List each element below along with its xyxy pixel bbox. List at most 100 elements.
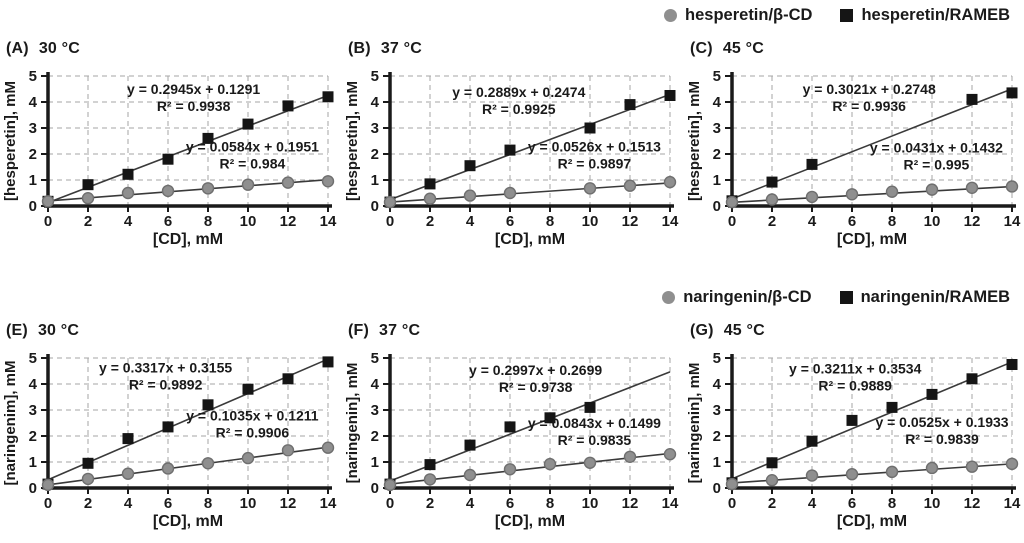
data-point-circle xyxy=(845,468,859,481)
data-point-circle xyxy=(383,195,397,209)
data-point-square xyxy=(322,356,334,368)
x-axis-title: [CD], mM xyxy=(495,231,565,248)
y-tick-label: 4 xyxy=(713,376,722,393)
x-tick-label: 2 xyxy=(426,495,434,512)
fit-equation: y = 0.2889x + 0.2474 xyxy=(452,84,585,100)
y-tick-label: 1 xyxy=(29,172,37,189)
trendline-rameb xyxy=(47,358,329,481)
trendline-bcd xyxy=(731,463,1013,484)
panel-temperature: 37 °C xyxy=(379,322,421,339)
x-tick-label: 8 xyxy=(546,495,554,512)
y-tick-label: 5 xyxy=(29,350,37,367)
x-tick-label: 6 xyxy=(506,495,514,512)
data-point-circle xyxy=(121,186,135,200)
data-point-circle xyxy=(201,182,215,195)
data-point-circle xyxy=(423,192,437,205)
panel-label: (F) xyxy=(348,322,370,339)
fit-r-squared: R² = 0.9738 xyxy=(499,379,573,395)
x-tick-label: 2 xyxy=(84,213,92,230)
y-tick-label: 2 xyxy=(29,428,37,445)
trendline-rameb xyxy=(389,93,671,201)
y-tick-label: 0 xyxy=(713,480,721,497)
chart-panel-A: (A) 30 °C 0 2 4 6 8 10 12 14 0 1 2 3 4 5 [CD], mM [hesper… xyxy=(2,40,338,253)
data-point-square xyxy=(664,90,676,101)
fit-equation: y = 0.3021x + 0.2748 xyxy=(803,81,936,97)
data-point-circle xyxy=(925,183,939,196)
y-tick-label: 5 xyxy=(713,68,721,85)
y-tick-label: 2 xyxy=(371,428,379,445)
y-tick-label: 1 xyxy=(713,172,721,189)
data-point-circle xyxy=(965,460,979,473)
fit-r-squared: R² = 0.9892 xyxy=(129,376,203,392)
data-point-circle xyxy=(321,441,335,454)
y-tick-label: 3 xyxy=(713,120,721,137)
legend-marker-square-icon xyxy=(840,9,854,22)
x-tick-label: 6 xyxy=(848,213,856,230)
legend-marker-square-icon xyxy=(839,291,853,304)
x-tick-label: 2 xyxy=(84,495,92,512)
data-point-circle xyxy=(201,457,215,470)
fit-equation: y = 0.0526x + 0.1513 xyxy=(528,138,661,154)
data-point-square xyxy=(766,457,778,469)
panel-temperature: 30 °C xyxy=(37,322,80,339)
data-point-square xyxy=(82,179,94,191)
fit-equation: y = 0.1035x + 0.1211 xyxy=(186,407,319,423)
data-point-square xyxy=(926,388,938,400)
data-point-circle xyxy=(81,191,95,205)
x-tick-label: 12 xyxy=(964,213,981,230)
data-point-square xyxy=(282,100,294,112)
x-tick-label: 12 xyxy=(964,495,981,512)
chart-panel-E: (E) 30 °C 0 2 4 6 8 10 12 14 0 1 2 3 4 5 [CD], mM [naring… xyxy=(2,322,338,535)
x-tick-label: 0 xyxy=(44,495,52,512)
data-point-circle xyxy=(1005,180,1019,193)
y-tick-label: 5 xyxy=(713,350,721,367)
legend-label: hesperetin/RAMEB xyxy=(861,6,1010,24)
x-tick-label: 0 xyxy=(728,495,736,512)
x-tick-label: 6 xyxy=(164,495,172,512)
y-tick-label: 2 xyxy=(713,428,721,445)
chart-panel-B: (B) 37 °C 0 2 4 6 8 10 12 14 0 1 2 3 4 5 [CD], mM [hesper… xyxy=(344,40,680,253)
legend-item: naringenin/RAMEB xyxy=(839,288,1010,307)
y-tick-label: 3 xyxy=(371,120,379,137)
x-tick-label: 10 xyxy=(924,495,941,512)
data-point-circle xyxy=(81,472,95,486)
data-point-circle xyxy=(965,181,979,195)
panel-temperature: 30 °C xyxy=(38,40,81,57)
x-tick-label: 4 xyxy=(808,495,817,512)
series-legend: naringenin/β-CD naringenin/RAMEB xyxy=(662,288,1010,307)
data-point-square xyxy=(1006,359,1018,370)
data-point-square xyxy=(544,412,556,424)
panel-title: (E) 30 °C xyxy=(2,322,338,348)
data-point-circle xyxy=(725,195,739,209)
y-tick-label: 4 xyxy=(371,94,380,111)
fit-equation: y = 0.3211x + 0.3534 xyxy=(789,361,922,377)
data-point-square xyxy=(966,373,978,385)
x-tick-label: 12 xyxy=(280,213,297,230)
trendline-rameb xyxy=(47,94,329,204)
fit-r-squared: R² = 0.9925 xyxy=(482,101,556,117)
data-point-circle xyxy=(423,473,437,486)
x-tick-label: 4 xyxy=(466,495,475,512)
data-point-circle xyxy=(41,478,55,492)
data-point-square xyxy=(424,178,436,190)
x-tick-label: 10 xyxy=(240,213,257,230)
data-point-circle xyxy=(463,189,477,202)
data-point-square xyxy=(1006,87,1018,99)
y-tick-label: 5 xyxy=(371,350,379,367)
x-axis-title: [CD], mM xyxy=(495,513,565,530)
panel-temperature: 45 °C xyxy=(722,40,765,57)
data-point-square xyxy=(886,401,898,413)
data-point-square xyxy=(242,383,254,395)
data-point-circle xyxy=(583,456,597,469)
x-tick-label: 4 xyxy=(466,213,475,230)
panel-label: (B) xyxy=(348,40,371,57)
x-tick-label: 2 xyxy=(768,213,776,230)
fit-r-squared: R² = 0.995 xyxy=(904,157,970,173)
data-point-square xyxy=(282,373,294,385)
fit-equation: y = 0.0584x + 0.1951 xyxy=(186,138,319,154)
x-tick-label: 0 xyxy=(44,213,52,230)
data-point-circle xyxy=(543,457,557,471)
fit-equation: y = 0.0525x + 0.1933 xyxy=(875,414,1008,430)
